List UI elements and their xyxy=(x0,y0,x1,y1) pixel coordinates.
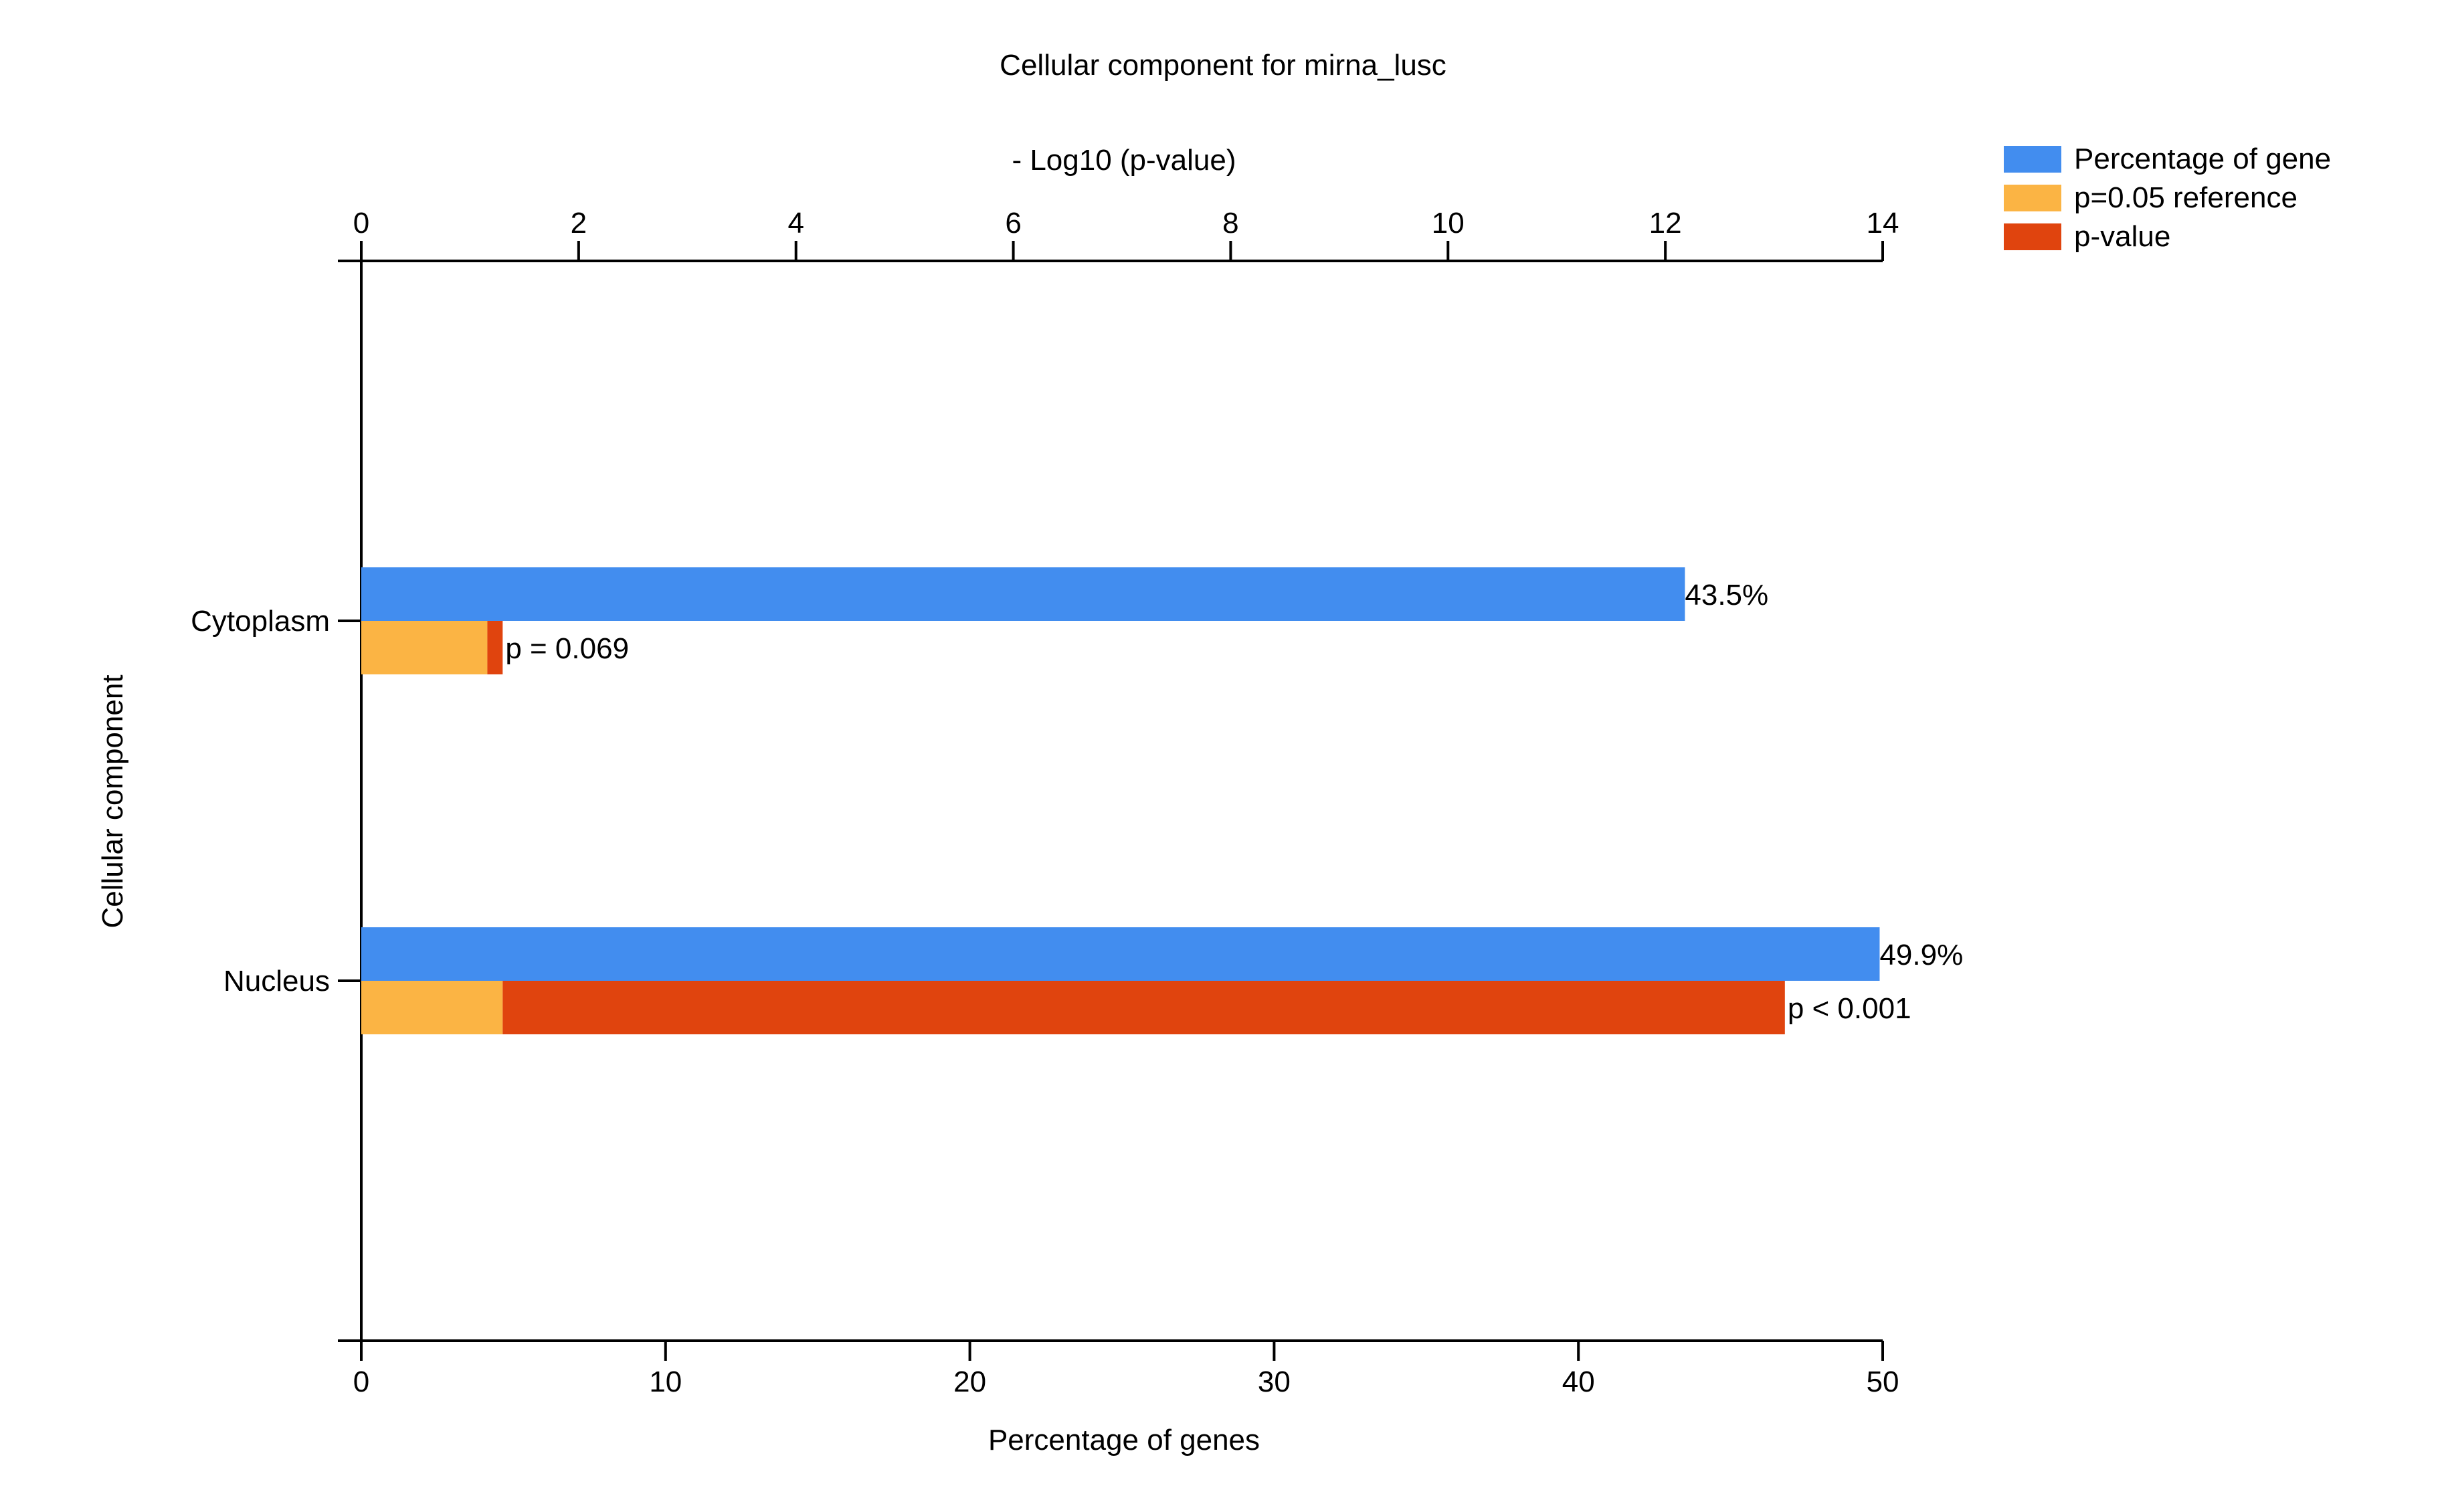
legend: Percentage of gene p=0.05 reference p-valu… xyxy=(2004,143,2331,253)
p-value-bar xyxy=(502,981,1785,1034)
legend-label: p-value xyxy=(2074,220,2170,253)
top-tick-label: 8 xyxy=(1222,207,1238,240)
reference-bar xyxy=(361,621,488,674)
bottom-tick-label: 30 xyxy=(1258,1365,1291,1398)
percentage-label: 43.5% xyxy=(1685,579,1768,611)
top-tick-label: 0 xyxy=(353,207,369,240)
bottom-tick-label: 50 xyxy=(1867,1365,1899,1398)
top-tick-label: 12 xyxy=(1649,207,1682,240)
legend-label: p=0.05 reference xyxy=(2074,181,2298,214)
legend-swatch xyxy=(2004,185,2061,211)
percentage-bar xyxy=(361,927,1880,981)
top-tick-label: 10 xyxy=(1432,207,1465,240)
top-axis-label: - Log10 (p-value) xyxy=(1012,144,1236,177)
bars xyxy=(361,567,1880,1034)
axes: 0 2 4 6 8 10 12 14 0 10 20 30 40 50 Cytoplasm Nucleus xyxy=(191,207,1899,1398)
bottom-tick-label: 20 xyxy=(953,1365,986,1398)
y-tick-label: Cytoplasm xyxy=(191,605,330,638)
bar-labels: 43.5% p = 0.069 49.9% p < 0.001 xyxy=(505,579,1963,1025)
legend-label: Percentage of gene xyxy=(2074,143,2331,175)
top-tick-label: 6 xyxy=(1005,207,1021,240)
bottom-tick-label: 0 xyxy=(353,1365,369,1398)
top-tick-label: 4 xyxy=(787,207,804,240)
legend-swatch xyxy=(2004,146,2061,173)
legend-swatch xyxy=(2004,223,2061,250)
chart-title: Cellular component for mirna_lusc xyxy=(1000,49,1446,82)
top-tick-label: 14 xyxy=(1867,207,1899,240)
y-axis-label: Cellular component xyxy=(96,674,129,928)
p-value-label: p = 0.069 xyxy=(505,632,629,665)
percentage-label: 49.9% xyxy=(1879,939,1963,971)
p-value-bar xyxy=(487,621,503,674)
top-tick-label: 2 xyxy=(571,207,587,240)
percentage-bar xyxy=(361,567,1685,621)
reference-bar xyxy=(361,981,503,1034)
bottom-tick-label: 40 xyxy=(1562,1365,1595,1398)
bottom-axis-label: Percentage of genes xyxy=(988,1424,1260,1456)
bottom-tick-label: 10 xyxy=(649,1365,682,1398)
y-tick-label: Nucleus xyxy=(223,965,330,998)
p-value-label: p < 0.001 xyxy=(1788,992,1911,1025)
